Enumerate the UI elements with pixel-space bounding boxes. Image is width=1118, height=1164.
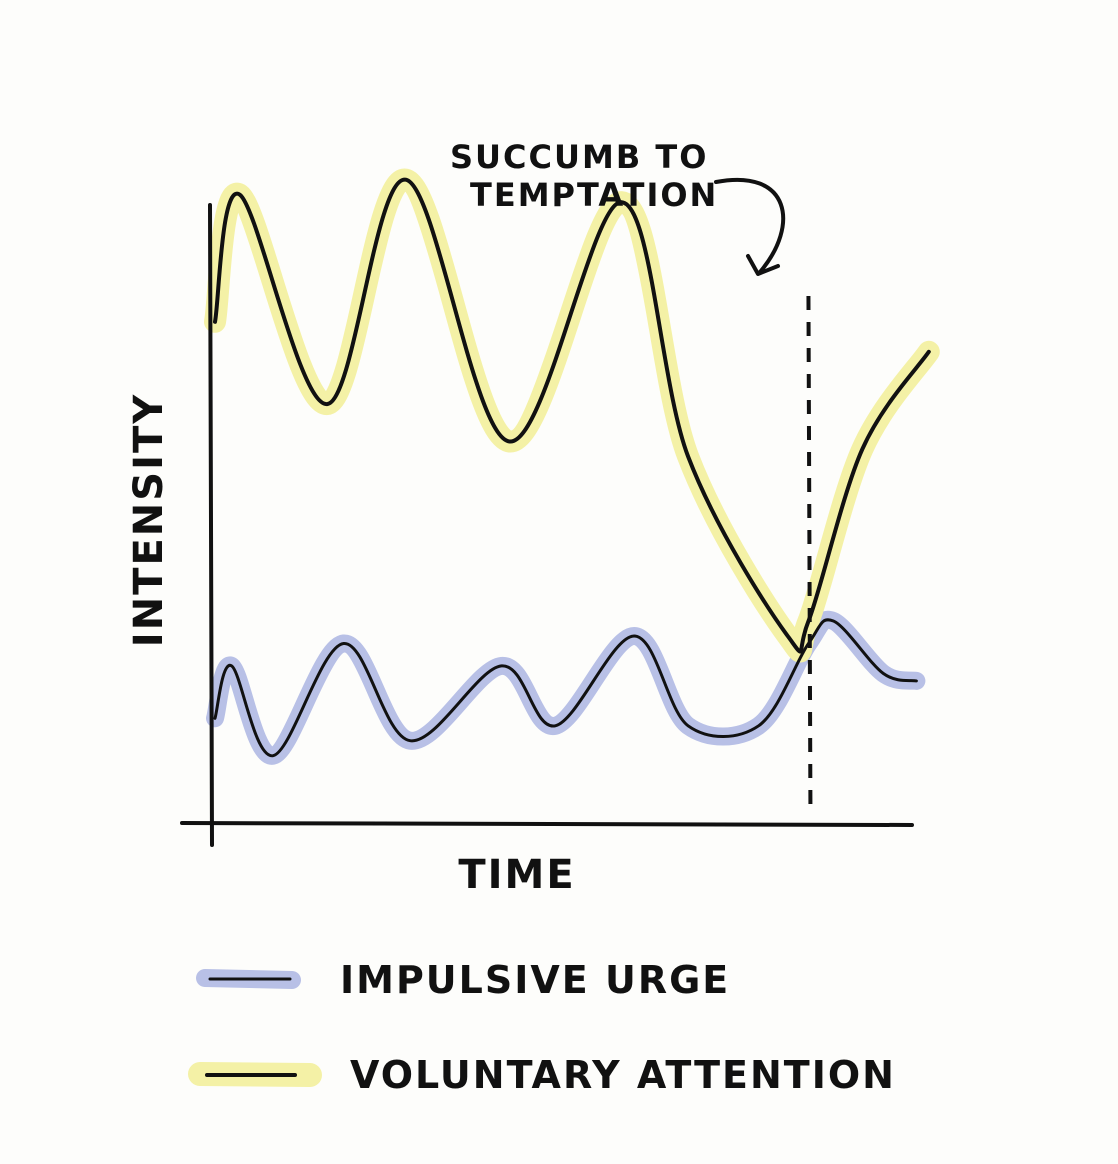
legend-label-voluntary-attention: VOLUNTARY ATTENTION [350,1053,896,1097]
y-axis [208,203,214,847]
temptation-dashed-line [806,295,813,813]
legend: IMPULSIVE URGE VOLUNTARY ATTENTION [188,958,896,1097]
x-axis [180,821,914,827]
series-line-voluntary-attention [213,177,931,654]
x-axis-label: TIME [458,852,575,898]
series-line-impulsive-urge [213,618,918,758]
legend-item-impulsive-urge: IMPULSIVE URGE [196,958,730,1002]
legend-label-impulsive-urge: IMPULSIVE URGE [340,958,730,1002]
annotation-line-2: TEMPTATION [470,176,718,214]
y-axis-label: INTENSITY [126,393,172,647]
legend-item-voluntary-attention: VOLUNTARY ATTENTION [188,1053,896,1097]
annotation-arrow-icon [714,178,786,276]
series-lines [213,177,931,758]
annotation-line-1: SUCCUMB TO [450,138,708,176]
